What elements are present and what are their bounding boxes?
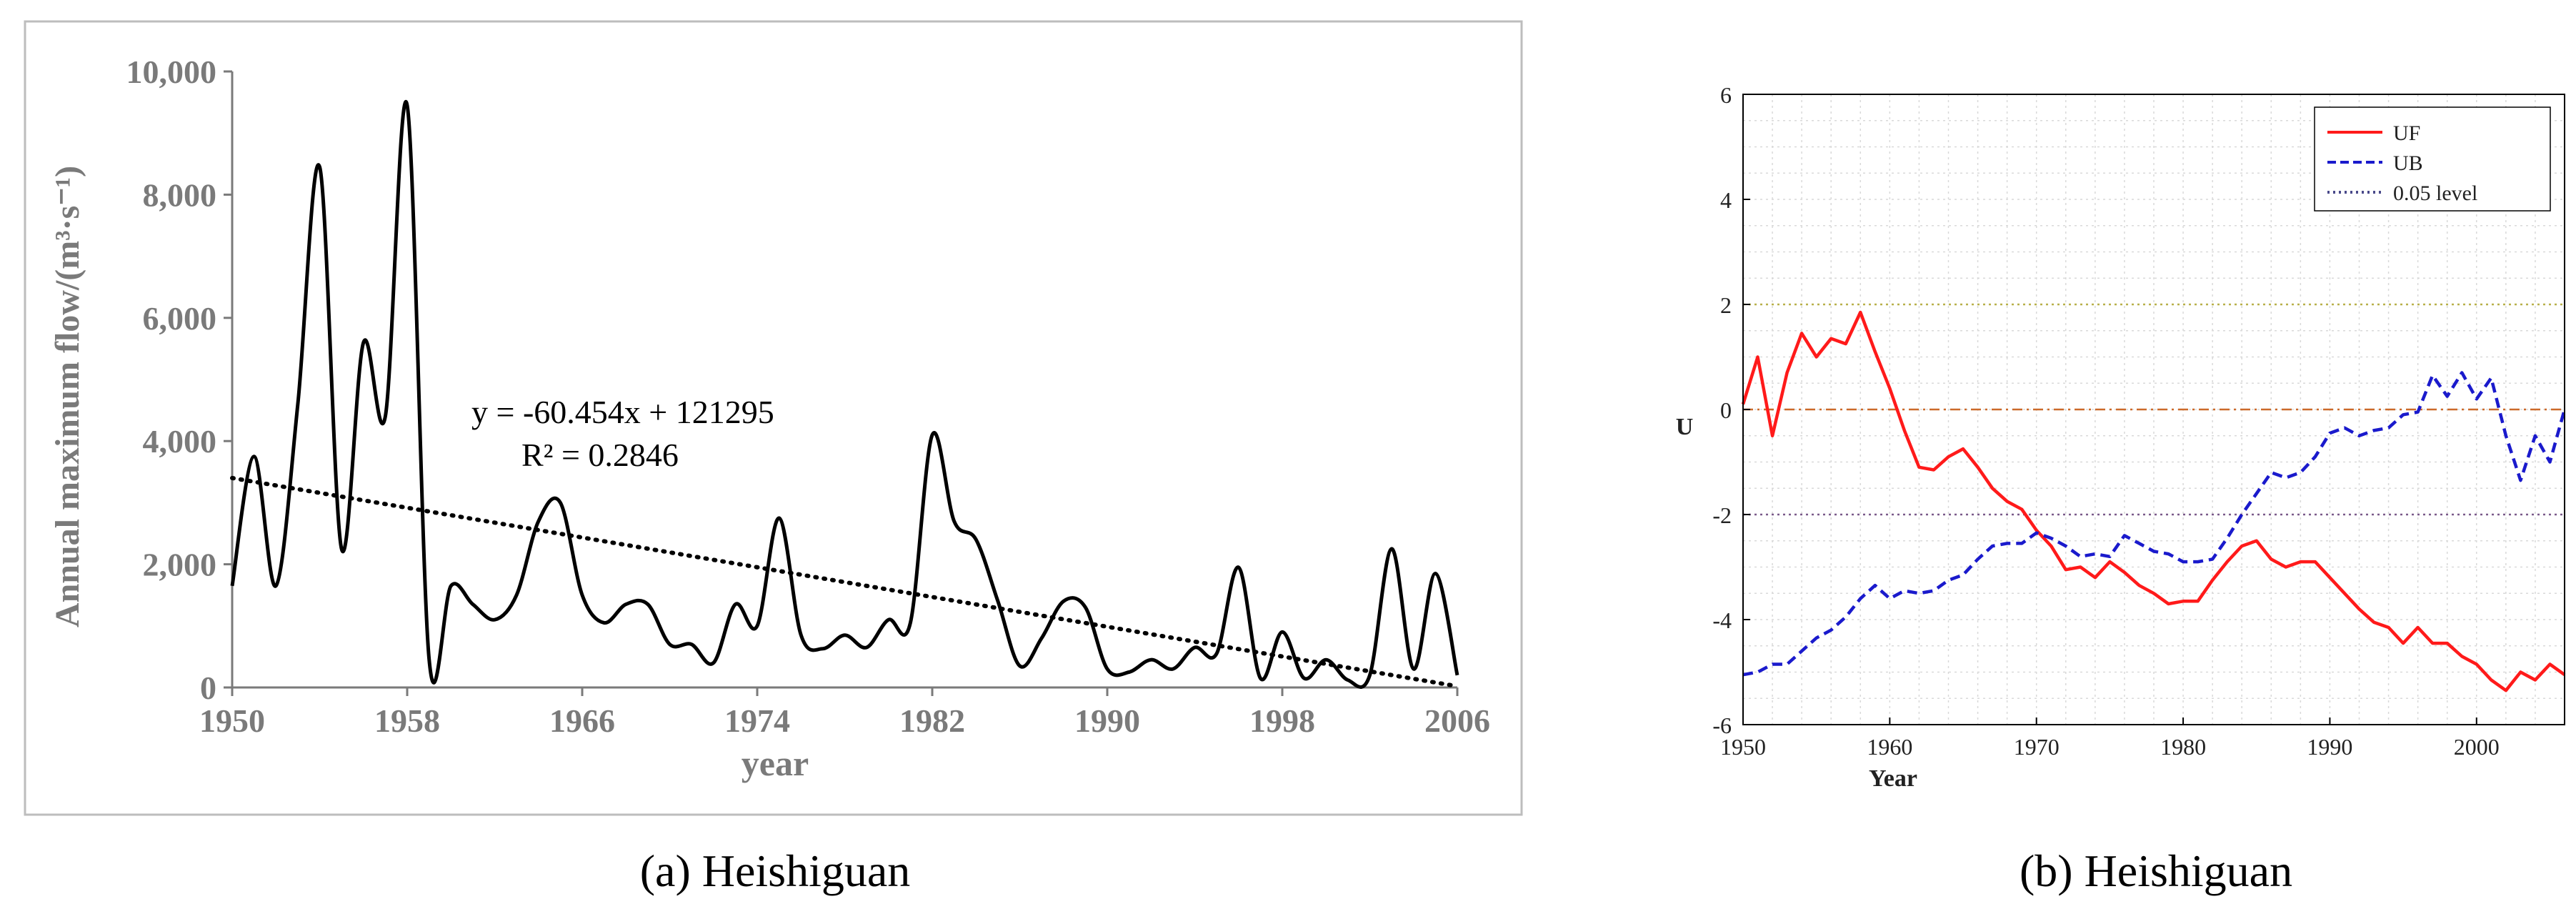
chart-b-reference-lines: [1743, 303, 2565, 516]
chart-a-frame: [24, 20, 1523, 816]
chart-b-x-tick-label: 1980: [2160, 734, 2206, 760]
chart-a-x-tick-label: 2006: [1424, 702, 1490, 739]
chart-a-y-tick-label: 0: [200, 670, 216, 706]
chart-a-y-tick-label: 8,000: [143, 177, 217, 213]
chart-a-x-ticks: 1950 1958 1966 1974 1982 1990 1998 2006: [199, 687, 1490, 739]
chart-a-x-tick-label: 1950: [199, 702, 265, 739]
chart-b-y-tick-label: 4: [1720, 187, 1732, 213]
chart-a-equation-annotation: y = -60.454x + 121295: [471, 394, 774, 430]
chart-b-x-tick-label: 1970: [2014, 734, 2060, 760]
chart-b-series-uf: [1741, 310, 2566, 692]
chart-b-legend-box: [2314, 106, 2551, 212]
chart-b-series-layer: [1741, 310, 2567, 692]
chart-a-series-layer: [230, 100, 1459, 689]
chart-a-y-axis-label: Annual maximum flow/(m³·s⁻¹): [49, 166, 86, 627]
chart-b-y-tick-label: 6: [1720, 82, 1732, 108]
chart-b-y-tick-label: -2: [1712, 502, 1732, 528]
chart-a-y-tick-label: 10,000: [126, 54, 217, 90]
chart-a-y-tick-label: 6,000: [143, 300, 217, 337]
caption-b: (b) Heishiguan: [2020, 845, 2292, 896]
chart-b-x-axis-label: Year: [1869, 765, 1917, 792]
chart-b-x-tick-label: 1950: [1720, 734, 1766, 760]
chart-b-y-axis-label: U: [1676, 414, 1694, 440]
chart-a-x-tick-label: 1982: [899, 702, 965, 739]
chart-a-x-tick-label: 1990: [1074, 702, 1140, 739]
chart-a-x-tick-label: 1958: [374, 702, 440, 739]
chart-b-x-tick-label: 1990: [2307, 734, 2352, 760]
chart-a-x-tick-label: 1966: [549, 702, 615, 739]
chart-b-y-tick-label: 0: [1720, 397, 1732, 423]
chart-b-legend: UF UB 0.05 level: [2314, 106, 2551, 212]
chart-b-legend-label: 0.05 level: [2393, 182, 2477, 205]
chart-a-y-ticks: 0 2,000 4,000 6,000 8,000 10,000: [126, 54, 232, 706]
chart-b-y-tick-label: 2: [1720, 292, 1732, 318]
chart-b-x-tick-label: 2000: [2454, 734, 2500, 760]
chart-b-y-ticks: -6 -4 -2 0 2 4 6: [1712, 82, 1750, 738]
chart-b-y-tick-label: -4: [1712, 607, 1732, 633]
chart-a-r2-annotation: R² = 0.2846: [521, 437, 679, 473]
chart-b-legend-label: UF: [2393, 121, 2420, 145]
chart-b-series-ub: [1742, 371, 2567, 677]
chart-a-y-tick-label: 4,000: [143, 423, 217, 460]
chart-a: 0 2,000 4,000 6,000 8,000 10,000 1950 1958 1966…: [24, 20, 1523, 816]
chart-b-x-tick-label: 1960: [1867, 734, 1912, 760]
chart-b-x-ticks: 1950 1960 1970 1980 1990 2000: [1720, 717, 2500, 760]
chart-b: -6 -4 -2 0 2 4 6 1950 1960 1970 1980 1990 2000 Year…: [1676, 82, 2567, 792]
chart-a-x-axis-label: year: [742, 743, 809, 783]
chart-a-x-tick-label: 1998: [1249, 702, 1315, 739]
caption-a: (a) Heishiguan: [640, 845, 911, 896]
chart-a-y-tick-label: 2,000: [143, 547, 217, 583]
chart-a-flow-line: [230, 100, 1459, 689]
chart-a-x-tick-label: 1974: [724, 702, 790, 739]
chart-b-legend-label: UB: [2393, 151, 2423, 175]
chart-b-y-tick-label: -6: [1712, 712, 1732, 738]
